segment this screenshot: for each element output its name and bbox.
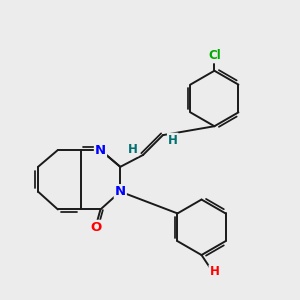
Text: H: H [128,142,138,155]
Text: O: O [90,221,101,234]
Text: N: N [95,143,106,157]
Text: H: H [209,266,219,278]
Text: H: H [168,134,178,147]
Text: N: N [115,185,126,198]
Text: Cl: Cl [208,50,221,62]
